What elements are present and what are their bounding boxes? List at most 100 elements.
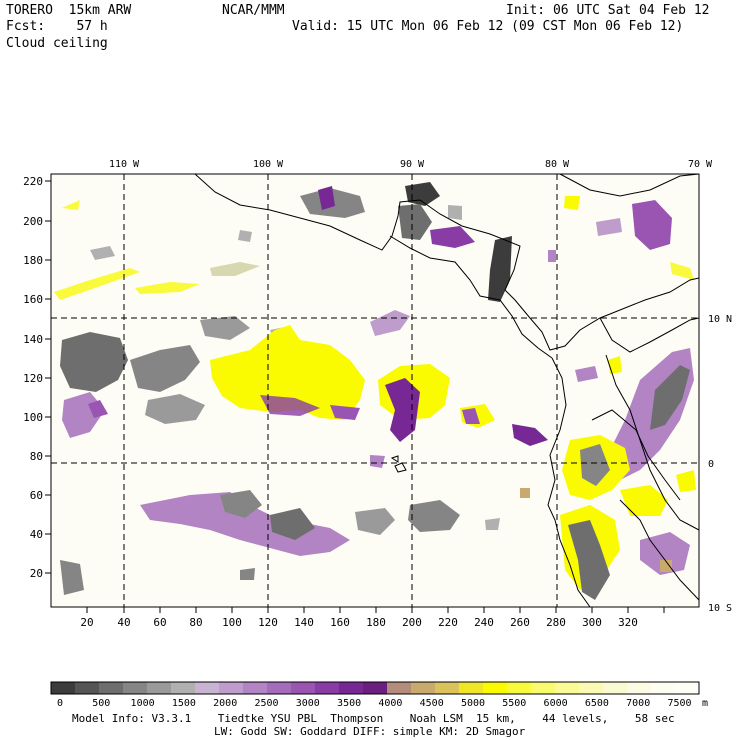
- colorbar-swatch: [387, 682, 412, 694]
- colorbar-swatch: [339, 682, 364, 694]
- colorbar-label: 1000: [131, 698, 155, 709]
- colorbar-label: 5000: [461, 698, 485, 709]
- y-tick-label: 140: [23, 333, 43, 346]
- colorbar-swatch: [291, 682, 316, 694]
- cloud-area: [405, 182, 440, 206]
- x-tick-marks: [86, 607, 665, 613]
- x-tick-labels: 20 40 60 80 100 120 140 160 180 200 220 …: [80, 616, 638, 629]
- cloud-area: [260, 395, 320, 416]
- cloud-area: [330, 405, 360, 420]
- lon-label: 100 W: [253, 159, 284, 170]
- x-tick-label: 80: [189, 616, 202, 629]
- colorbar-label: 3500: [337, 698, 361, 709]
- cloud-area: [660, 560, 672, 572]
- cloud-area: [60, 560, 84, 595]
- cloud-area: [270, 508, 315, 540]
- cloud-area: [485, 518, 500, 530]
- cloud-area: [370, 310, 410, 336]
- colorbar-swatch: [99, 682, 124, 694]
- x-tick-label: 20: [80, 616, 93, 629]
- y-tick-marks: [45, 180, 51, 574]
- cloud-area: [596, 218, 622, 236]
- cloud-area: [670, 262, 694, 280]
- physics-info: LW: Godd SW: Goddard DIFF: simple KM: 2D…: [214, 725, 526, 738]
- lon-label: 90 W: [400, 159, 425, 170]
- valid-time: Valid: 15 UTC Mon 06 Feb 12 (09 CST Mon …: [292, 19, 684, 34]
- x-tick-label: 200: [402, 616, 422, 629]
- colorbar-label: 4500: [420, 698, 444, 709]
- cloud-area: [220, 490, 262, 518]
- colorbar-swatch: [147, 682, 172, 694]
- y-tick-label: 180: [23, 254, 43, 267]
- cloud-area: [238, 230, 252, 242]
- cloud-area: [575, 366, 598, 382]
- x-tick-label: 220: [438, 616, 458, 629]
- colorbar-frame: [50, 681, 700, 695]
- colorbar-swatch: [123, 682, 148, 694]
- colorbar-swatch: [243, 682, 268, 694]
- cloud-area: [54, 268, 140, 300]
- model-info: Model Info: V3.3.1 Tiedtke YSU PBL Thomp…: [72, 712, 675, 725]
- x-tick-label: 140: [294, 616, 314, 629]
- cloud-area: [620, 485, 668, 516]
- colorbar-swatch: [483, 682, 508, 694]
- lat-label: 10 N: [708, 314, 732, 325]
- colorbar-label: 3000: [296, 698, 320, 709]
- colorbar-label: 6500: [585, 698, 609, 709]
- colorbar-swatch: [195, 682, 220, 694]
- cloud-area: [60, 332, 128, 392]
- lon-label: 80 W: [545, 159, 570, 170]
- field-name: Cloud ceiling: [6, 36, 108, 51]
- colorbar-swatch: [579, 682, 604, 694]
- colorbar-swatch: [51, 682, 76, 694]
- colorbar-swatch: [315, 682, 340, 694]
- x-tick-label: 280: [546, 616, 566, 629]
- cloud-area: [62, 200, 80, 210]
- cloud-area: [398, 204, 432, 240]
- coastlines: [194, 173, 700, 608]
- cloud-area: [145, 394, 205, 424]
- cloud-area: [88, 400, 108, 418]
- cloud-area: [650, 365, 690, 430]
- colorbar-label: 0: [57, 698, 63, 709]
- colorbar-label: 5500: [502, 698, 526, 709]
- cloud-area: [90, 246, 115, 260]
- lat-label: 0: [708, 459, 714, 470]
- cloud-area: [462, 408, 480, 424]
- cloud-area: [488, 236, 512, 302]
- colorbar-unit: m: [702, 698, 708, 709]
- cloud-area: [608, 356, 622, 374]
- forecast-hour: Fcst: 57 h: [6, 19, 108, 34]
- colorbar-label: 4000: [378, 698, 402, 709]
- cloud-area: [355, 508, 395, 535]
- colorbar-swatch: [363, 682, 388, 694]
- colorbar-label: 1500: [172, 698, 196, 709]
- cloud-area: [512, 424, 548, 446]
- x-tick-label: 120: [258, 616, 278, 629]
- colorbar-swatch: [507, 682, 532, 694]
- x-tick-label: 260: [510, 616, 530, 629]
- x-tick-label: 160: [330, 616, 350, 629]
- colorbar: [51, 682, 700, 694]
- cloud-area: [520, 488, 530, 498]
- colorbar-label: 2500: [254, 698, 278, 709]
- cloud-area: [135, 282, 200, 294]
- center-label: NCAR/MMM: [222, 3, 285, 18]
- lon-label: 110 W: [109, 159, 140, 170]
- x-tick-label: 100: [222, 616, 242, 629]
- model-title: TORERO 15km ARW: [6, 3, 132, 18]
- x-tick-label: 40: [117, 616, 130, 629]
- cloud-area: [564, 196, 580, 210]
- init-time: Init: 06 UTC Sat 04 Feb 12: [506, 3, 710, 18]
- colorbar-label: 500: [92, 698, 110, 709]
- cloud-field: [54, 182, 696, 600]
- colorbar-swatch: [435, 682, 460, 694]
- colorbar-labels: 0 500 1000 1500 2000 2500 3000 3500 4000 4500 5000…: [57, 698, 692, 709]
- cloud-area: [632, 200, 672, 250]
- cloud-area: [240, 568, 255, 580]
- x-tick-label: 300: [582, 616, 602, 629]
- cloud-area: [448, 205, 462, 220]
- cloud-area: [370, 455, 385, 468]
- y-tick-label: 200: [23, 215, 43, 228]
